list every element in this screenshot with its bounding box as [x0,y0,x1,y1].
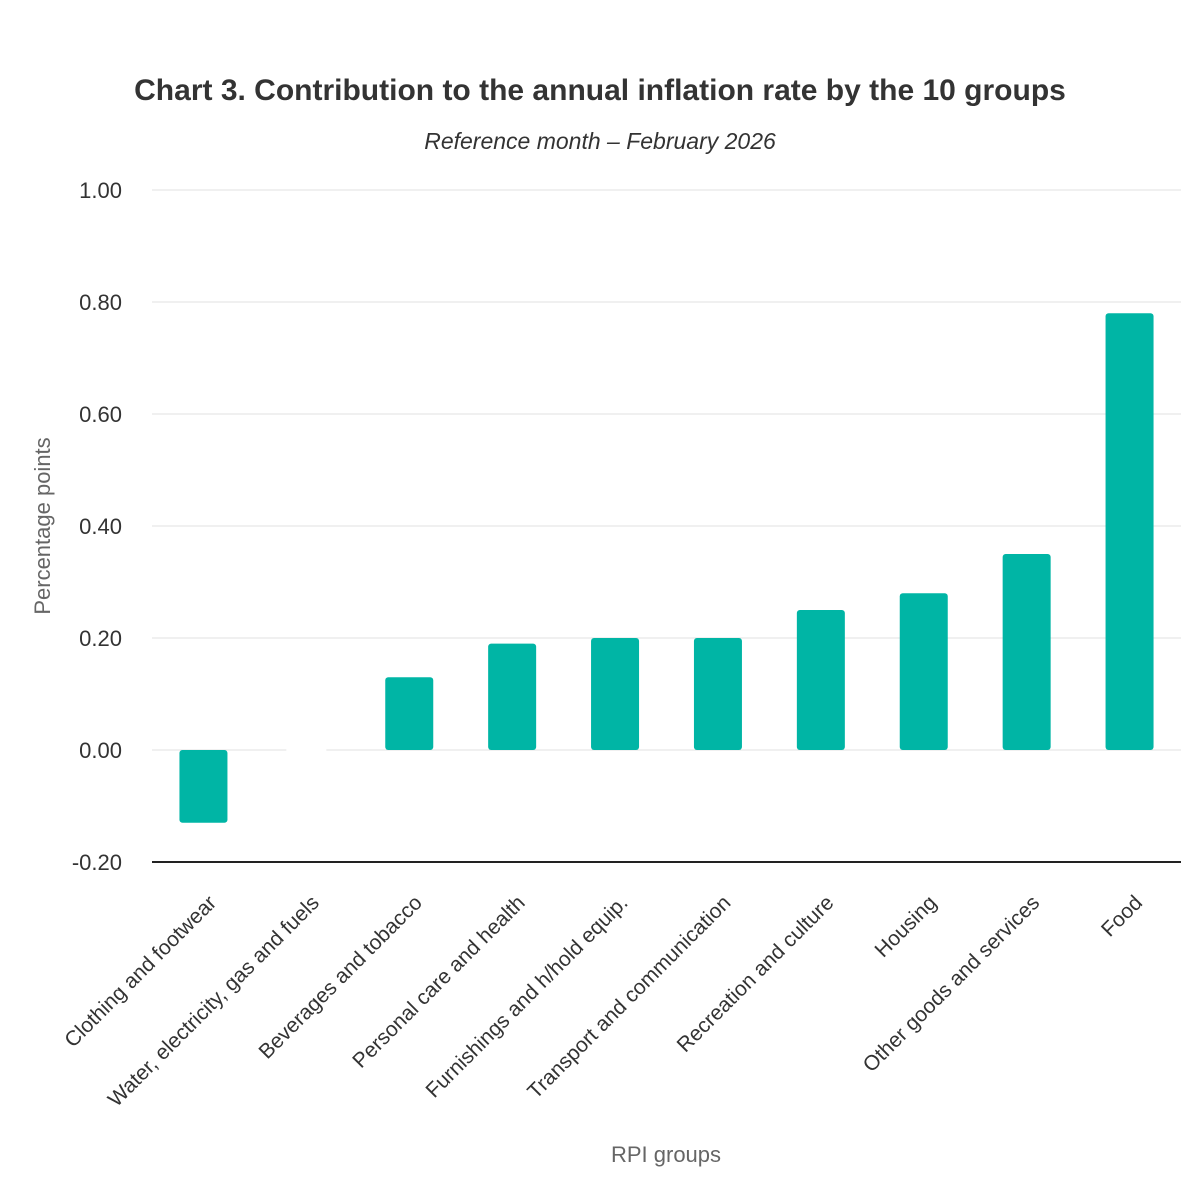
y-tick-label: 0.60 [79,402,122,427]
bar [591,638,640,750]
x-category-label: Transport and communication [523,891,735,1103]
y-tick-label: 1.00 [79,178,122,203]
y-tick-label: 0.80 [79,290,122,315]
x-category-label: Personal care and health [348,891,529,1072]
bar [385,677,434,750]
bar [899,593,948,750]
x-category-label: Food [1097,891,1147,941]
x-category-label: Furnishings and h/hold equip. [421,891,632,1102]
zero-line [286,748,327,752]
x-category-label: Housing [871,891,942,962]
bars [179,313,1154,823]
bar [1002,554,1051,750]
y-tick-label: -0.20 [72,850,122,875]
chart-subtitle: Reference month – February 2026 [424,128,776,154]
y-axis-title: Percentage points [30,437,55,614]
x-category-label: Water, electricity, gas and fuels [104,891,324,1111]
bar [179,750,228,823]
bar [693,638,742,750]
x-category-label: Beverages and tobacco [254,891,426,1063]
y-tick-label: 0.20 [79,626,122,651]
y-tick-label: 0.00 [79,738,122,763]
chart-title: Chart 3. Contribution to the annual infl… [134,74,1066,107]
bar [488,643,537,750]
y-axis-ticks: 1.00 0.80 0.60 0.40 0.20 0.00 -0.20 [72,178,122,875]
x-category-label: Other goods and services [859,891,1044,1076]
y-tick-label: 0.40 [79,514,122,539]
zero-value-gap [286,748,327,752]
bar [796,610,845,750]
x-axis-title: RPI groups [611,1142,721,1167]
bar [1105,313,1154,750]
